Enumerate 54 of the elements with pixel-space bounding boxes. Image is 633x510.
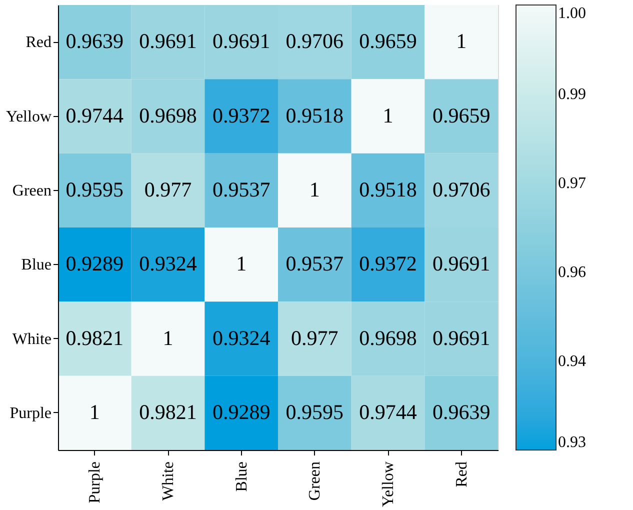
data-label: 0.9595 [286, 400, 344, 424]
data-label: 0.9639 [432, 400, 490, 424]
x-tick-label: White [160, 462, 177, 501]
y-tick-label: Yellow [6, 108, 52, 126]
data-label: 0.9691 [212, 29, 270, 54]
data-label: 0.9372 [212, 103, 270, 128]
data-label: 0.9537 [286, 252, 344, 276]
data-label: 0.9289 [66, 252, 124, 276]
data-label: 0.9821 [139, 400, 197, 424]
color-bar-label: 0.97 [558, 175, 586, 192]
color-bar-label: 0.93 [558, 434, 586, 451]
data-label: 0.9518 [359, 177, 417, 202]
data-label: 0.9698 [139, 103, 197, 128]
data-label: 0.9324 [212, 326, 271, 350]
color-bar-label: 0.94 [558, 353, 586, 370]
data-label: 0.9518 [286, 103, 344, 128]
data-label: 0.9706 [432, 177, 490, 202]
y-tick-label: Red [26, 34, 52, 52]
data-label: 0.9691 [432, 252, 490, 276]
data-label: 0.9372 [359, 252, 417, 276]
x-tick-label: Blue [233, 462, 250, 492]
data-label: 0.9691 [432, 326, 490, 350]
data-label: 1 [162, 326, 174, 350]
y-tick-label: White [12, 330, 52, 348]
data-label: 0.9639 [66, 29, 124, 54]
color-bar-label: 0.96 [558, 264, 586, 281]
x-tick-label: Purple [86, 462, 104, 504]
data-label: 0.9744 [359, 400, 418, 424]
data-label: 0.9324 [139, 252, 198, 276]
data-label: 0.977 [144, 177, 192, 202]
data-label: 0.977 [291, 326, 338, 350]
data-label: 0.9744 [66, 103, 124, 128]
data-label: 0.9659 [432, 103, 490, 128]
data-label: 0.9289 [212, 400, 270, 424]
data-label: 0.9698 [359, 326, 417, 350]
data-label: 1 [309, 177, 320, 202]
x-tick-label: Green [306, 462, 324, 501]
data-label: 0.9595 [66, 177, 124, 202]
data-label: 0.9821 [66, 326, 124, 350]
data-label: 1 [89, 400, 100, 424]
data-label: 1 [236, 252, 247, 276]
x-tick-label: Yellow [380, 461, 397, 507]
y-tick-label: Blue [21, 256, 52, 274]
data-label: 0.9537 [212, 177, 270, 202]
data-label: 0.9691 [139, 29, 197, 54]
color-bar-label: 0.99 [558, 86, 586, 103]
data-label: 1 [382, 103, 394, 128]
y-tick-label: Purple [10, 404, 52, 422]
color-bar-label: 1.00 [558, 5, 586, 22]
data-label: 0.9659 [359, 29, 417, 54]
data-label: 0.9706 [286, 29, 344, 54]
data-label: 1 [456, 29, 467, 54]
y-tick-label: Green [12, 182, 52, 200]
x-tick-label: Red [453, 462, 470, 488]
